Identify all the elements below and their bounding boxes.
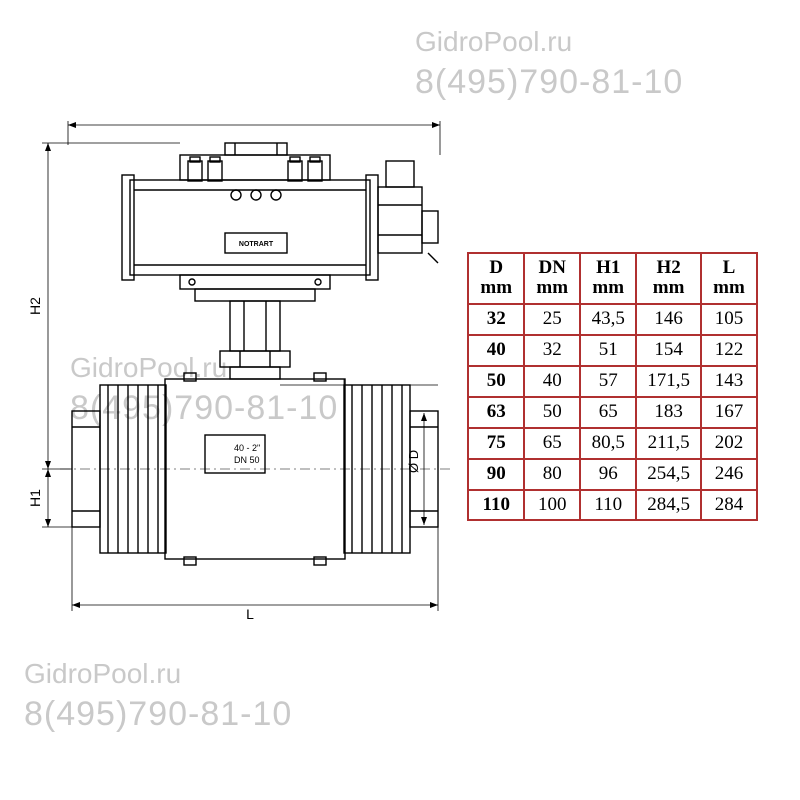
cell: 32 <box>524 335 580 366</box>
dim-h2-label: H2 <box>30 297 43 315</box>
cell: 80,5 <box>580 428 636 459</box>
col-header-l: Lmm <box>701 253 757 304</box>
body-label-line2: DN 50 <box>234 455 260 465</box>
cell: 40 <box>524 366 580 397</box>
cell: 25 <box>524 304 580 335</box>
cell: 254,5 <box>636 459 701 490</box>
watermark-bot: GidroPool.ru 8(495)790-81-10 <box>24 656 292 737</box>
cell: 284,5 <box>636 490 701 521</box>
cell: 284 <box>701 490 757 521</box>
cell: 32 <box>468 304 524 335</box>
dim-h1-label: H1 <box>30 489 43 507</box>
table-row: 40 32 51 154 122 <box>468 335 757 366</box>
cell: 154 <box>636 335 701 366</box>
cell: 40 <box>468 335 524 366</box>
table-row: 50 40 57 171,5 143 <box>468 366 757 397</box>
col-header-dn: DNmm <box>524 253 580 304</box>
cell: 167 <box>701 397 757 428</box>
cell: 211,5 <box>636 428 701 459</box>
cell: 100 <box>524 490 580 521</box>
cell: 122 <box>701 335 757 366</box>
cell: 143 <box>701 366 757 397</box>
watermark-site: GidroPool.ru <box>24 656 292 692</box>
cell: 246 <box>701 459 757 490</box>
cell: 63 <box>468 397 524 428</box>
cell: 75 <box>468 428 524 459</box>
cell: 80 <box>524 459 580 490</box>
table-row: 32 25 43,5 146 105 <box>468 304 757 335</box>
cell: 146 <box>636 304 701 335</box>
cell: 50 <box>468 366 524 397</box>
cell: 183 <box>636 397 701 428</box>
cell: 65 <box>524 428 580 459</box>
cell: 50 <box>524 397 580 428</box>
cell: 51 <box>580 335 636 366</box>
table-row: 75 65 80,5 211,5 202 <box>468 428 757 459</box>
cell: 57 <box>580 366 636 397</box>
table-row: 63 50 65 183 167 <box>468 397 757 428</box>
cell: 90 <box>468 459 524 490</box>
table-row: 90 80 96 254,5 246 <box>468 459 757 490</box>
valve-diagram: H2 H1 L Ø D 40 - 2" DN 50 NOTRART <box>30 115 460 625</box>
watermark-site: GidroPool.ru <box>415 24 683 60</box>
cell: 65 <box>580 397 636 428</box>
table-header-row: Dmm DNmm H1mm H2mm Lmm <box>468 253 757 304</box>
cell: 171,5 <box>636 366 701 397</box>
cell: 43,5 <box>580 304 636 335</box>
cell: 105 <box>701 304 757 335</box>
watermark-phone: 8(495)790-81-10 <box>24 692 292 736</box>
dim-d-label: Ø D <box>406 450 421 473</box>
cell: 110 <box>580 490 636 521</box>
col-header-d: Dmm <box>468 253 524 304</box>
watermark-phone: 8(495)790-81-10 <box>415 60 683 104</box>
cell: 110 <box>468 490 524 521</box>
body-label-line1: 40 - 2" <box>234 443 260 453</box>
dim-l-label: L <box>246 606 254 622</box>
table-row: 110 100 110 284,5 284 <box>468 490 757 521</box>
col-header-h1: H1mm <box>580 253 636 304</box>
table-body: 32 25 43,5 146 105 40 32 51 154 122 50 4… <box>468 304 757 521</box>
cell: 96 <box>580 459 636 490</box>
dimensions-table: Dmm DNmm H1mm H2mm Lmm 32 25 43,5 146 10… <box>467 252 758 521</box>
watermark-top: GidroPool.ru 8(495)790-81-10 <box>415 24 683 105</box>
cell: 202 <box>701 428 757 459</box>
brand-plate-text: NOTRART <box>239 241 274 248</box>
col-header-h2: H2mm <box>636 253 701 304</box>
